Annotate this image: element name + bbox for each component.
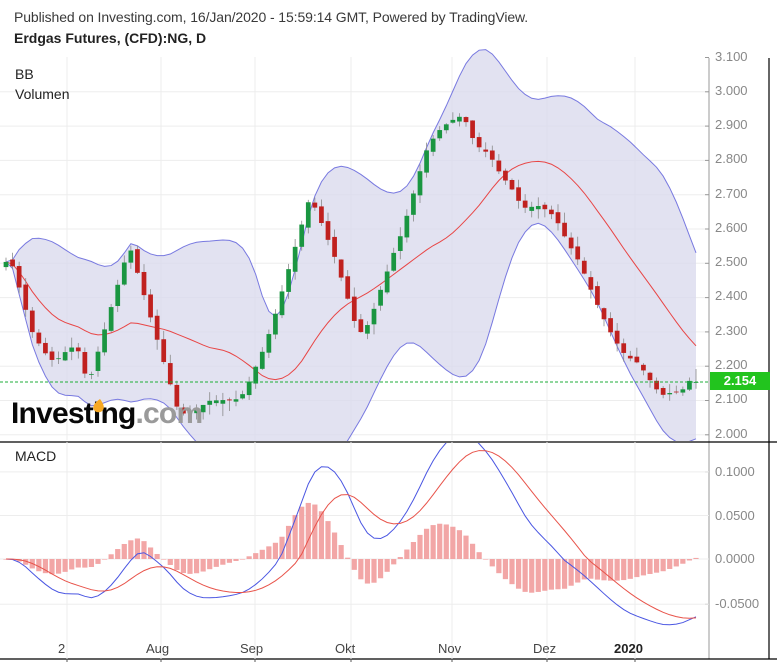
svg-text:Investing.com: Investing.com — [11, 398, 202, 430]
